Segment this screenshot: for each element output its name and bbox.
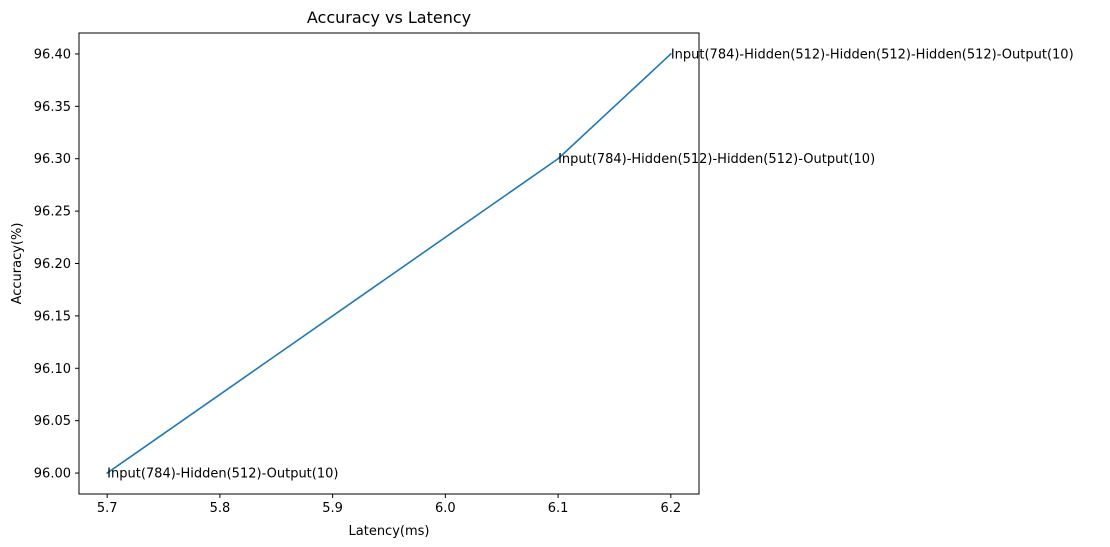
y-axis-ticks: 96.00 96.05 96.10 96.15 96.20 96.25 96.30 96.35… [34,47,79,482]
x-tick-label: 5.9 [322,501,343,516]
y-tick-label: 96.35 [34,100,71,115]
y-tick-label: 96.20 [34,257,71,272]
chart-title: Accuracy vs Latency [307,8,471,27]
point-annotation: Input(784)-Hidden(512)-Hidden(512)-Hidde… [671,47,1074,62]
plot-frame [78,32,700,495]
point-annotations: Input(784)-Hidden(512)-Output(10) Input(7… [107,47,1073,481]
x-tick-label: 5.8 [210,501,231,516]
x-tick-label: 6.0 [435,501,456,516]
data-point [670,53,672,55]
y-tick-label: 96.40 [34,47,71,62]
y-tick-label: 96.15 [34,309,71,324]
point-annotation: Input(784)-Hidden(512)-Hidden(512)-Outpu… [558,152,875,167]
x-tick-label: 6.2 [660,501,681,516]
y-tick-label: 96.05 [34,414,71,429]
x-tick-label: 5.7 [97,501,118,516]
x-tick-label: 6.1 [548,501,569,516]
y-tick-label: 96.30 [34,152,71,167]
accuracy-series-line [106,53,672,474]
data-point [557,157,559,160]
y-tick-label: 96.25 [34,205,71,220]
x-axis-ticks: 5.7 5.8 5.9 6.0 6.1 6.2 [97,494,681,516]
y-axis-label: Accuracy(%) [10,223,25,305]
data-point [106,472,108,474]
x-axis-label: Latency(ms) [349,524,430,539]
y-tick-label: 96.10 [34,362,71,377]
point-annotation: Input(784)-Hidden(512)-Output(10) [107,467,338,482]
y-tick-label: 96.00 [34,467,71,482]
